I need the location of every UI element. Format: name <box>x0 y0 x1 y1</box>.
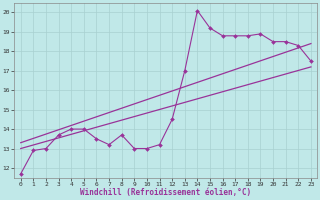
X-axis label: Windchill (Refroidissement éolien,°C): Windchill (Refroidissement éolien,°C) <box>80 188 252 197</box>
